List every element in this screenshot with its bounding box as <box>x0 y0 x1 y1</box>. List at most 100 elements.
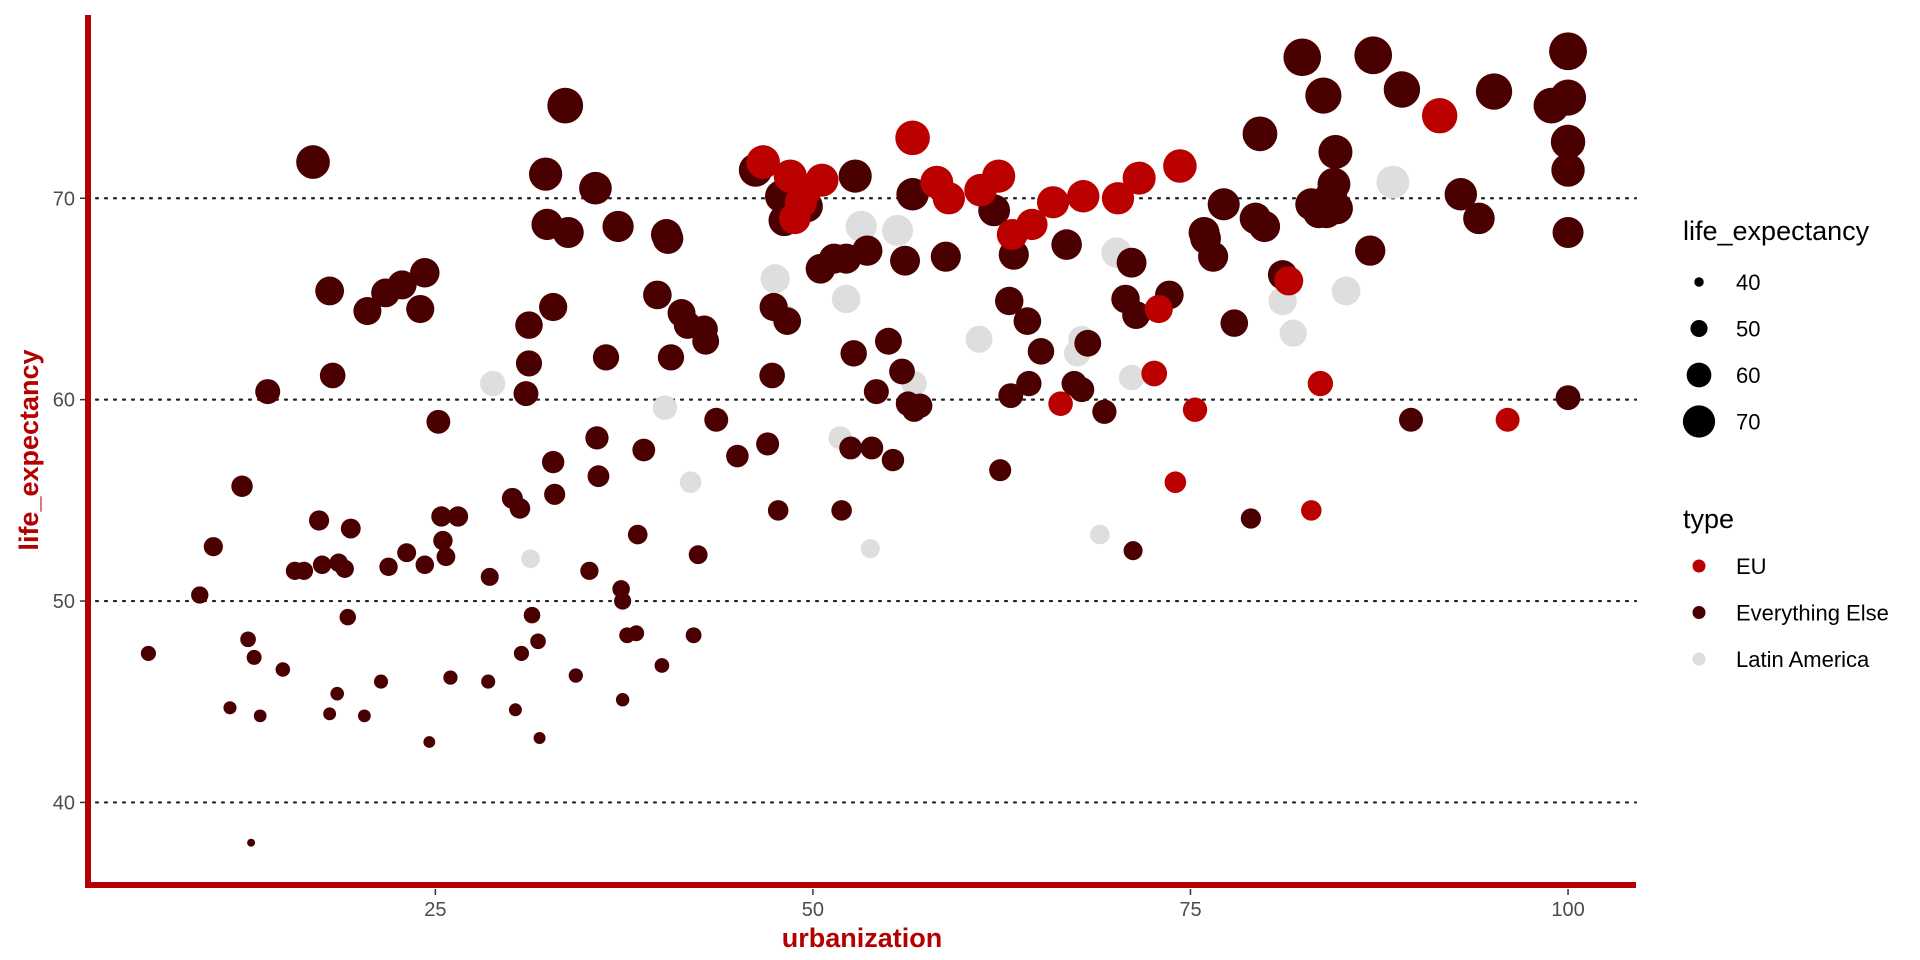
data-point <box>652 395 678 420</box>
data-point <box>515 350 543 377</box>
data-point <box>1549 79 1587 116</box>
color-legend-key <box>1692 606 1706 619</box>
data-point <box>1240 508 1262 529</box>
data-point <box>1355 235 1386 266</box>
data-point <box>881 214 914 247</box>
data-point <box>240 631 256 648</box>
data-point <box>1274 266 1304 296</box>
data-point <box>339 608 357 626</box>
data-point <box>530 633 546 650</box>
data-point <box>1122 301 1151 330</box>
data-point <box>1123 541 1143 561</box>
data-point <box>443 670 458 685</box>
data-point <box>1383 71 1421 108</box>
x-ticks: 25 50 75 100 <box>424 889 1585 921</box>
data-point <box>406 294 435 324</box>
data-point <box>340 518 361 539</box>
y-tick-label: 40 <box>53 792 75 814</box>
data-point <box>296 145 330 179</box>
data-point <box>1164 471 1187 494</box>
data-point <box>410 258 440 288</box>
data-point <box>528 157 563 191</box>
x-tick-label: 50 <box>802 899 824 921</box>
data-point <box>759 362 785 389</box>
data-point <box>1101 182 1135 215</box>
data-point <box>253 709 267 723</box>
data-point <box>436 547 456 567</box>
data-point <box>1475 73 1513 110</box>
data-point <box>860 436 884 460</box>
data-point <box>246 649 262 665</box>
data-point <box>515 311 543 339</box>
data-point <box>223 701 237 715</box>
data-point <box>895 120 930 156</box>
y-tick-label: 50 <box>53 591 75 613</box>
data-point <box>1317 167 1351 201</box>
size-legend-title: life_expectancy <box>1683 216 1870 246</box>
data-point <box>1144 294 1173 324</box>
data-point <box>652 223 684 254</box>
color-legend: type EU Everything Else Latin America <box>1683 504 1889 672</box>
data-point <box>1013 307 1042 335</box>
data-point <box>773 307 802 335</box>
data-point <box>509 498 531 519</box>
data-point <box>319 362 346 389</box>
data-point <box>373 674 389 689</box>
data-point <box>255 379 281 405</box>
data-point <box>294 561 314 580</box>
data-point <box>1182 397 1208 422</box>
data-point <box>767 500 789 521</box>
data-point <box>568 668 583 683</box>
data-point <box>930 241 961 272</box>
y-ticks: 40 50 60 70 <box>53 188 86 814</box>
data-point <box>840 340 867 367</box>
data-point <box>1048 391 1073 416</box>
data-point <box>397 543 417 563</box>
data-point <box>831 500 852 521</box>
data-point <box>533 732 546 744</box>
data-point <box>1074 329 1102 357</box>
data-point <box>890 245 921 276</box>
data-points <box>140 32 1587 847</box>
data-point <box>508 703 522 717</box>
data-point <box>539 292 568 322</box>
data-point <box>839 436 863 460</box>
data-point <box>1141 360 1168 387</box>
data-point <box>1354 36 1393 75</box>
data-point <box>579 171 612 205</box>
data-point <box>1376 165 1410 199</box>
size-legend-key <box>1694 277 1704 287</box>
data-point <box>1198 241 1229 272</box>
data-point <box>1279 319 1307 347</box>
color-legend-key <box>1692 652 1706 666</box>
data-point <box>247 838 256 847</box>
data-point <box>433 530 453 551</box>
data-point <box>756 432 780 456</box>
data-point <box>547 87 584 124</box>
data-point <box>521 549 540 569</box>
data-point <box>896 178 929 211</box>
data-point <box>357 709 371 723</box>
data-point <box>1051 229 1082 260</box>
data-point <box>932 182 965 215</box>
size-legend-key <box>1690 319 1708 338</box>
axes <box>85 15 1636 888</box>
x-axis-title: urbanization <box>782 923 943 953</box>
data-point <box>587 465 610 488</box>
data-point <box>746 145 780 179</box>
data-point <box>965 325 993 353</box>
data-point <box>657 344 685 371</box>
data-point <box>1305 77 1342 114</box>
data-point <box>480 370 506 397</box>
data-point <box>203 537 223 557</box>
data-point <box>614 592 632 610</box>
color-legend-label: Everything Else <box>1736 601 1889 626</box>
data-point <box>323 707 337 721</box>
data-point <box>523 606 541 624</box>
data-point <box>1398 407 1423 432</box>
data-point <box>481 674 496 689</box>
data-point <box>602 210 634 243</box>
data-point <box>552 216 584 249</box>
data-point <box>1463 202 1495 235</box>
